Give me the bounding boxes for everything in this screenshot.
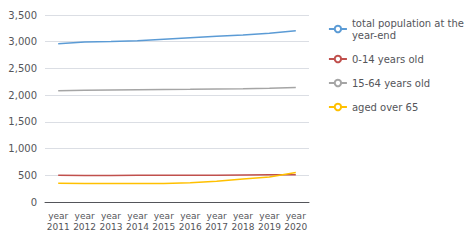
svg-text:2,500: 2,500 — [8, 63, 37, 74]
svg-text:2018: 2018 — [232, 222, 255, 232]
svg-text:2016: 2016 — [179, 222, 202, 232]
svg-text:2,000: 2,000 — [8, 90, 37, 101]
svg-text:500: 500 — [18, 170, 37, 181]
svg-text:year: year — [127, 211, 147, 221]
svg-text:3,000: 3,000 — [8, 36, 37, 47]
svg-text:3,500: 3,500 — [8, 10, 37, 21]
svg-text:1,000: 1,000 — [8, 143, 37, 154]
svg-text:2015: 2015 — [152, 222, 175, 232]
svg-text:year: year — [259, 211, 279, 221]
svg-text:1,500: 1,500 — [8, 116, 37, 127]
svg-text:year: year — [75, 211, 95, 221]
svg-text:15-64 years old: 15-64 years old — [352, 78, 430, 89]
svg-text:year-end: year-end — [352, 30, 396, 41]
svg-text:aged over 65: aged over 65 — [352, 102, 418, 113]
svg-text:2014: 2014 — [126, 222, 149, 232]
svg-text:year: year — [101, 211, 121, 221]
svg-text:2019: 2019 — [258, 222, 281, 232]
svg-text:2013: 2013 — [100, 222, 123, 232]
svg-text:total population at the: total population at the — [352, 18, 464, 29]
svg-text:2017: 2017 — [205, 222, 228, 232]
svg-text:2011: 2011 — [47, 222, 70, 232]
svg-text:year: year — [286, 211, 306, 221]
svg-text:year: year — [48, 211, 68, 221]
svg-text:0: 0 — [31, 197, 37, 208]
svg-text:0-14 years old: 0-14 years old — [352, 54, 424, 65]
svg-text:2012: 2012 — [73, 222, 96, 232]
svg-text:2020: 2020 — [284, 222, 307, 232]
svg-text:year: year — [154, 211, 174, 221]
svg-text:year: year — [207, 211, 227, 221]
svg-text:year: year — [180, 211, 200, 221]
svg-text:year: year — [233, 211, 253, 221]
